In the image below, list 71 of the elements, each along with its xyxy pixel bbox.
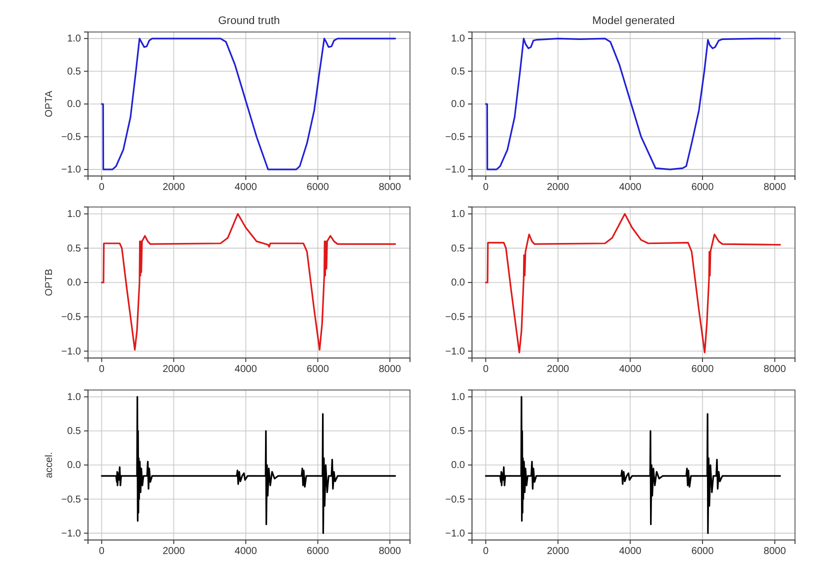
y-axis-title: OPTB	[44, 268, 55, 296]
x-tick-label: 4000	[619, 546, 642, 558]
x-tick-label: 6000	[306, 182, 330, 194]
y-tick-label: 1.0	[451, 34, 466, 45]
y-tick-label: −1.0	[445, 528, 466, 540]
line-series	[100, 396, 396, 534]
line-series	[100, 38, 396, 170]
x-tick-label: 2000	[546, 364, 570, 376]
x-tick-label: 0	[482, 364, 489, 376]
x-tick-label: 4000	[619, 182, 642, 194]
x-tick-label: 4000	[619, 364, 642, 376]
y-tick-label: −1.0	[61, 164, 82, 176]
y-tick-label: −1.0	[61, 528, 82, 540]
y-tick-label: 1.0	[67, 209, 82, 220]
x-tick-label: 0	[482, 182, 489, 194]
y-tick-label: 1.0	[67, 392, 82, 404]
y-tick-label: 0.0	[451, 278, 466, 289]
y-axis-title: accel.	[44, 452, 55, 478]
y-tick-label: 0.0	[451, 460, 466, 472]
x-tick-label: 4000	[234, 546, 258, 558]
x-tick-label: 8000	[378, 182, 402, 194]
y-tick-label: 0.5	[67, 426, 82, 438]
x-tick-label: 6000	[691, 182, 714, 194]
y-tick-label: −1.0	[61, 346, 82, 358]
x-tick-label: 2000	[546, 546, 570, 558]
y-tick-label: 0.0	[67, 460, 82, 472]
y-tick-label: 1.0	[451, 392, 466, 404]
x-tick-label: 8000	[378, 546, 402, 558]
y-tick-label: −0.5	[61, 132, 82, 143]
y-tick-label: −0.5	[445, 312, 466, 324]
x-tick-label: 0	[98, 182, 105, 194]
x-tick-label: 6000	[691, 364, 714, 376]
y-tick-label: 0.5	[67, 66, 82, 78]
y-tick-label: −1.0	[445, 164, 466, 176]
x-tick-label: 2000	[162, 364, 186, 376]
x-tick-label: 2000	[162, 546, 186, 558]
line-series	[484, 38, 781, 170]
x-tick-label: 8000	[764, 182, 786, 194]
y-axis-title: OPTA	[44, 90, 55, 118]
y-tick-label: −0.5	[445, 132, 466, 143]
x-tick-label: 6000	[691, 546, 714, 558]
y-tick-label: 0.5	[451, 426, 466, 438]
y-tick-label: 0.5	[451, 66, 466, 78]
y-tick-label: 1.0	[451, 209, 466, 220]
y-tick-label: 1.0	[67, 34, 82, 45]
x-tick-label: 2000	[162, 182, 186, 194]
line-series	[100, 213, 396, 351]
y-tick-label: 0.5	[67, 243, 82, 254]
x-tick-label: 0	[98, 364, 105, 376]
x-tick-label: 4000	[234, 364, 258, 376]
y-tick-label: −0.5	[445, 494, 466, 506]
y-tick-label: 0.0	[67, 278, 82, 289]
x-tick-label: 0	[482, 546, 489, 558]
y-tick-label: 0.5	[451, 243, 466, 254]
line-series	[484, 213, 781, 354]
y-tick-label: 0.0	[451, 99, 466, 110]
y-tick-label: −0.5	[61, 494, 82, 506]
y-tick-label: −1.0	[445, 346, 466, 358]
x-tick-label: 8000	[378, 364, 402, 376]
chart-title: Ground truth	[218, 15, 280, 27]
x-tick-label: 8000	[764, 364, 786, 376]
x-tick-label: 6000	[306, 364, 330, 376]
y-tick-label: −0.5	[61, 312, 82, 324]
x-tick-label: 6000	[306, 546, 330, 558]
x-tick-label: 8000	[764, 546, 786, 558]
chart-title: Model generated	[592, 15, 675, 27]
x-tick-label: 4000	[234, 182, 258, 194]
y-tick-label: 0.0	[67, 99, 82, 110]
line-series	[484, 396, 781, 534]
x-tick-label: 0	[98, 546, 105, 558]
x-tick-label: 2000	[546, 182, 570, 194]
